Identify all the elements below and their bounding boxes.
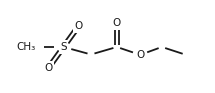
Text: O: O bbox=[74, 21, 83, 31]
Text: S: S bbox=[60, 42, 67, 52]
Text: CH₃: CH₃ bbox=[17, 42, 36, 52]
Text: O: O bbox=[45, 63, 53, 73]
Text: O: O bbox=[136, 50, 144, 60]
Text: O: O bbox=[113, 18, 121, 28]
